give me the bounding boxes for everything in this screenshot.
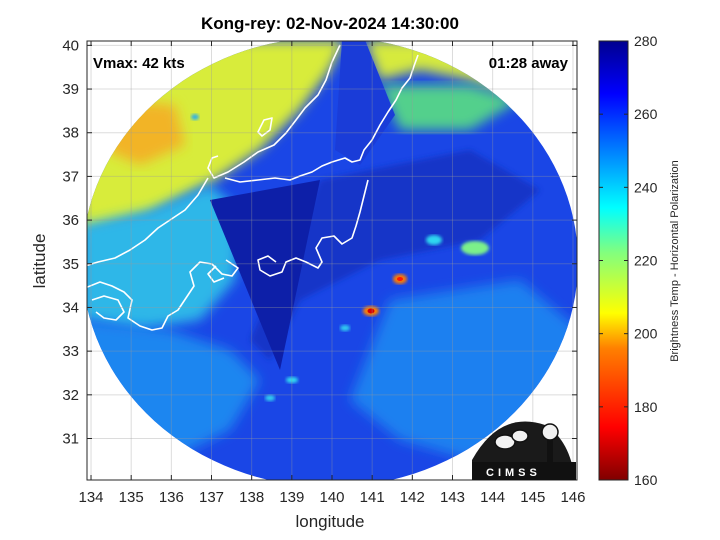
- cyan-spot: [265, 395, 275, 401]
- west-cyan-region: [87, 185, 240, 330]
- cyan-spot: [286, 377, 298, 383]
- x-axis-ticks: 134 135 136 137 138 139 140 141 142 143 144 145 146: [79, 41, 585, 506]
- y-tick-label: 38: [62, 125, 79, 142]
- cyan-spot: [191, 114, 199, 120]
- x-tick-label: 139: [279, 489, 304, 506]
- north-strip: [335, 41, 395, 165]
- grid-lines: [87, 41, 577, 480]
- y-axis-label: latitude: [30, 234, 49, 289]
- x-tick-label: 145: [520, 489, 545, 506]
- colorbar-tick-label: 220: [634, 253, 658, 269]
- x-tick-label: 135: [119, 489, 144, 506]
- coastline-honshu: [87, 44, 419, 277]
- colorbar-tick-label: 160: [634, 472, 658, 488]
- brightness-temperature-swath: [87, 41, 577, 480]
- time-away-annotation: 01:28 away: [489, 55, 569, 72]
- x-tick-label: 137: [199, 489, 224, 506]
- colorbar-ticks: 160 180 200 220 240 260 280: [599, 33, 658, 488]
- x-tick-label: 144: [480, 489, 505, 506]
- x-tick-label: 134: [79, 489, 104, 506]
- x-tick-label: 141: [360, 489, 385, 506]
- colorbar-tick-label: 260: [634, 106, 658, 122]
- dark-wedge: [210, 180, 320, 370]
- y-tick-label: 31: [62, 431, 79, 448]
- x-tick-label: 136: [159, 489, 184, 506]
- coastlines: [87, 44, 419, 343]
- convective-cell-2-core: [367, 308, 375, 314]
- y-tick-label: 35: [62, 256, 79, 273]
- cyan-spot: [426, 235, 442, 245]
- chart-title: Kong-rey: 02-Nov-2024 14:30:00: [201, 14, 459, 33]
- warm-cluster-east: [461, 241, 489, 255]
- northeast-mid-region: [380, 85, 520, 130]
- coastline-izu: [207, 265, 225, 283]
- x-tick-label: 146: [560, 489, 585, 506]
- logo-tower-icon: [541, 423, 559, 441]
- x-tick-label: 140: [319, 489, 344, 506]
- y-tick-label: 34: [62, 299, 79, 316]
- y-tick-label: 39: [62, 81, 79, 98]
- coastline-sado: [257, 117, 273, 137]
- y-tick-label: 36: [62, 212, 79, 229]
- cimss-logo: CIMSS: [472, 421, 576, 480]
- x-tick-label: 143: [440, 489, 465, 506]
- colorbar: [598, 40, 629, 481]
- y-tick-label: 40: [62, 37, 79, 54]
- central-dark-band: [250, 150, 540, 360]
- x-tick-label: 138: [239, 489, 264, 506]
- y-tick-label: 32: [62, 387, 79, 404]
- colorbar-tick-label: 180: [634, 399, 658, 415]
- y-tick-label: 37: [62, 168, 79, 185]
- cyan-spot: [340, 325, 350, 331]
- logo-tower-icon: [547, 440, 553, 462]
- convective-cell-1-core: [397, 277, 403, 281]
- coastline-kii-shikoku: [87, 259, 239, 331]
- logo-text: CIMSS: [486, 467, 541, 479]
- vmax-annotation: Vmax: 42 kts: [93, 55, 185, 72]
- colorbar-tick-label: 280: [634, 33, 658, 49]
- logo-banner: [472, 462, 576, 480]
- colorbar-tick-label: 200: [634, 326, 658, 342]
- x-axis-label: longitude: [295, 512, 364, 531]
- logo-dish-icon: [494, 434, 516, 450]
- colorbar-tick-label: 240: [634, 179, 658, 195]
- y-axis-ticks: 31 32 33 34 35 36 37 38 39 40: [62, 37, 577, 448]
- colorbar-label: Brightness Temp - Horizontal Polarizatio…: [669, 160, 681, 362]
- y-tick-label: 33: [62, 343, 79, 360]
- logo-dish-icon: [511, 429, 529, 443]
- x-tick-label: 142: [400, 489, 425, 506]
